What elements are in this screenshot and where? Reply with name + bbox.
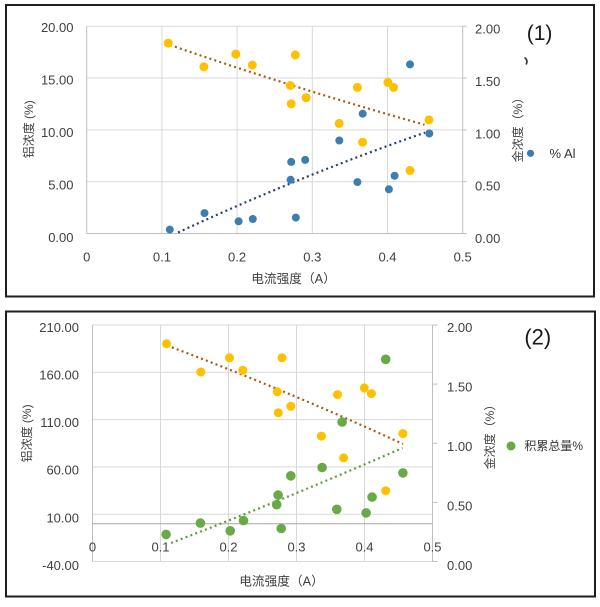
svg-text:(1): (1) [527, 22, 553, 45]
svg-text:0.00: 0.00 [475, 231, 500, 246]
svg-text:电流强度（A）: 电流强度（A） [239, 574, 324, 589]
svg-text:20.00: 20.00 [41, 20, 74, 35]
svg-text:0.1: 0.1 [153, 250, 171, 265]
svg-text:0.2: 0.2 [228, 250, 246, 265]
svg-text:1.00: 1.00 [475, 126, 500, 141]
svg-text:0.2: 0.2 [219, 540, 237, 555]
svg-text:电流强度（A）: 电流强度（A） [251, 271, 336, 286]
svg-text:0.3: 0.3 [303, 250, 321, 265]
svg-text:0: 0 [83, 250, 90, 265]
svg-text:铝浓度 (%): 铝浓度 (%) [19, 404, 34, 462]
svg-text:10.00: 10.00 [46, 510, 79, 525]
svg-text:% Al: % Al [550, 146, 576, 161]
svg-text:2.00: 2.00 [475, 22, 500, 37]
svg-text:0.3: 0.3 [287, 540, 305, 555]
svg-text:0.1: 0.1 [151, 540, 169, 555]
svg-text:0.5: 0.5 [423, 540, 441, 555]
svg-text:金浓度（%）: 金浓度（%） [482, 399, 497, 470]
svg-text:0.00: 0.00 [48, 230, 73, 245]
svg-text:0.5: 0.5 [454, 250, 472, 265]
svg-text:60.00: 60.00 [46, 463, 79, 478]
svg-text:10.00: 10.00 [41, 125, 74, 140]
svg-text:1.50: 1.50 [447, 380, 472, 395]
svg-text:210.00: 210.00 [39, 320, 79, 335]
svg-text:0: 0 [89, 540, 96, 555]
svg-text:(2): (2) [524, 324, 551, 349]
svg-text:0.50: 0.50 [475, 179, 500, 194]
svg-text:5.00: 5.00 [48, 178, 73, 193]
svg-text:铝浓度 (%): 铝浓度 (%) [21, 100, 36, 158]
svg-text:1.00: 1.00 [447, 439, 472, 454]
svg-text:0.4: 0.4 [378, 250, 396, 265]
svg-text:0.50: 0.50 [447, 499, 472, 514]
svg-text:110.00: 110.00 [40, 415, 79, 430]
svg-text:0.00: 0.00 [447, 558, 472, 573]
svg-text:-40.00: -40.00 [42, 558, 79, 573]
svg-text:0.4: 0.4 [355, 540, 373, 555]
svg-text:积累总量%: 积累总量% [524, 439, 583, 453]
svg-text:2.00: 2.00 [447, 320, 472, 335]
svg-text:1.50: 1.50 [475, 74, 500, 89]
svg-text:15.00: 15.00 [41, 73, 74, 88]
svg-text:160.00: 160.00 [39, 368, 79, 383]
svg-text:金浓度（%）: 金浓度（%） [510, 92, 525, 163]
